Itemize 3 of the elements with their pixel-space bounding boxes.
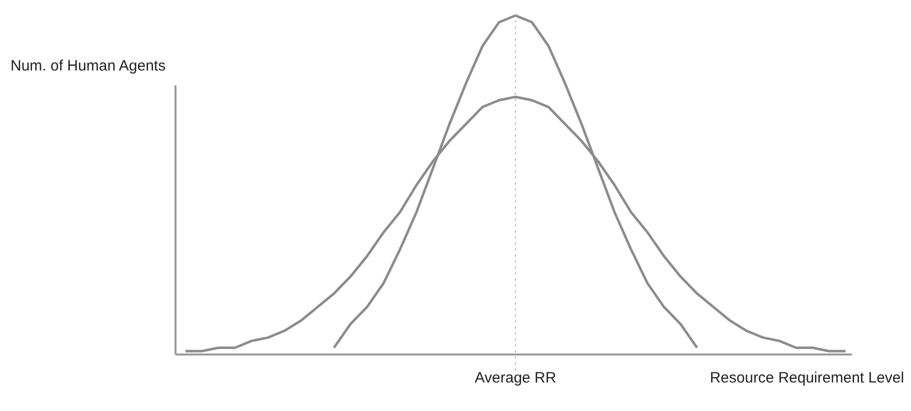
- x-axis-title: Resource Requirement Level: [710, 370, 904, 386]
- text: Average RR: [474, 370, 556, 386]
- y-axis-title: Num. of Human Agents: [10, 58, 166, 74]
